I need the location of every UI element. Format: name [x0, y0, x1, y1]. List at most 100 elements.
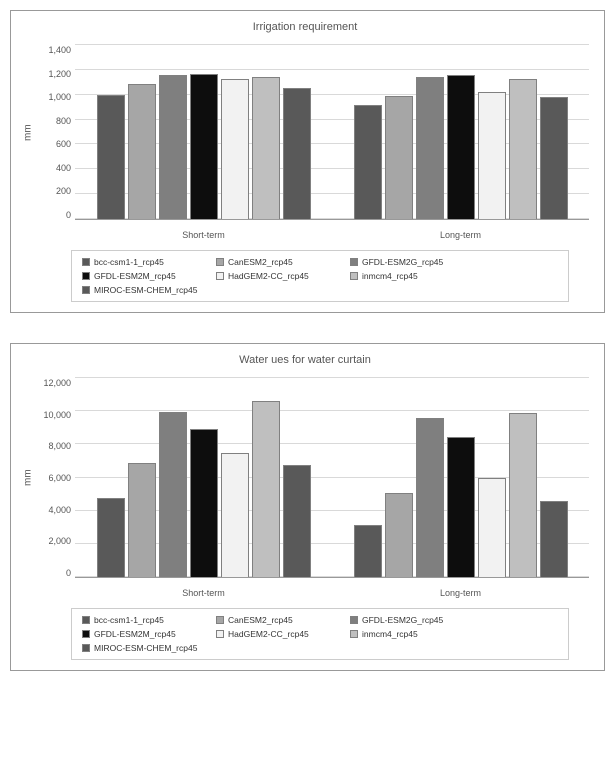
legend-swatch — [216, 616, 224, 624]
legend-item: GFDL-ESM2G_rcp45 — [350, 615, 468, 625]
legend-label: GFDL-ESM2M_rcp45 — [94, 629, 176, 639]
legend-item: bcc-csm1-1_rcp45 — [82, 257, 200, 267]
legend-label: inmcm4_rcp45 — [362, 271, 418, 281]
legend-label: HadGEM2-CC_rcp45 — [228, 271, 309, 281]
legend-swatch — [216, 258, 224, 266]
bar — [97, 95, 125, 219]
legend-label: bcc-csm1-1_rcp45 — [94, 615, 164, 625]
y-tick-label: 12,000 — [43, 378, 71, 388]
bar — [540, 501, 568, 577]
y-tick-label: 2,000 — [48, 536, 71, 546]
legend-swatch — [82, 644, 90, 652]
y-tick-label: 1,400 — [48, 45, 71, 55]
y-axis-label: mm — [21, 378, 35, 578]
chart-1: Water ues for water curtain mm 12,000 10,00… — [10, 343, 605, 671]
x-axis-label: Short-term — [75, 584, 332, 598]
bar — [128, 84, 156, 219]
bar — [190, 429, 218, 577]
bar — [190, 74, 218, 219]
y-tick-label: 10,000 — [43, 410, 71, 420]
legend: bcc-csm1-1_rcp45 CanESM2_rcp45 GFDL-ESM2G_… — [71, 608, 569, 660]
bar — [478, 92, 506, 219]
bar — [97, 498, 125, 577]
bar — [509, 79, 537, 219]
legend-swatch — [350, 616, 358, 624]
legend-label: GFDL-ESM2G_rcp45 — [362, 257, 443, 267]
legend-label: CanESM2_rcp45 — [228, 257, 293, 267]
bar — [447, 75, 475, 219]
bar — [509, 413, 537, 577]
bar — [385, 493, 413, 577]
bar-group — [75, 45, 332, 219]
y-tick-label: 800 — [56, 116, 71, 126]
bar — [283, 88, 311, 219]
bar — [252, 77, 280, 219]
y-axis-label: mm — [21, 45, 35, 220]
legend-label: MIROC-ESM-CHEM_rcp45 — [94, 643, 197, 653]
legend-swatch — [350, 630, 358, 638]
legend-swatch — [82, 286, 90, 294]
legend-item: bcc-csm1-1_rcp45 — [82, 615, 200, 625]
bar — [159, 75, 187, 219]
y-axis: 1,400 1,200 1,000 800 600 400 200 0 — [35, 45, 75, 220]
legend-swatch — [216, 630, 224, 638]
legend-swatch — [350, 272, 358, 280]
legend: bcc-csm1-1_rcp45 CanESM2_rcp45 GFDL-ESM2G_… — [71, 250, 569, 302]
legend-item: MIROC-ESM-CHEM_rcp45 — [82, 643, 200, 653]
y-tick-label: 0 — [66, 568, 71, 578]
y-tick-label: 1,200 — [48, 69, 71, 79]
bar — [478, 478, 506, 578]
y-tick-label: 8,000 — [48, 441, 71, 451]
legend-swatch — [82, 616, 90, 624]
y-tick-label: 4,000 — [48, 505, 71, 515]
legend-swatch — [82, 272, 90, 280]
legend-label: bcc-csm1-1_rcp45 — [94, 257, 164, 267]
bar-group — [332, 378, 589, 577]
y-tick-label: 0 — [66, 210, 71, 220]
plot-area — [75, 378, 589, 578]
bar — [385, 96, 413, 219]
bar — [283, 465, 311, 577]
chart-0: Irrigation requirement mm 1,400 1,200 1,000 8… — [10, 10, 605, 313]
bar — [221, 453, 249, 577]
bar — [252, 401, 280, 577]
legend-item: GFDL-ESM2G_rcp45 — [350, 257, 468, 267]
bar — [416, 418, 444, 577]
legend-label: inmcm4_rcp45 — [362, 629, 418, 639]
bar-group — [332, 45, 589, 219]
bar — [128, 463, 156, 577]
legend-swatch — [216, 272, 224, 280]
bar — [221, 79, 249, 219]
chart-title: Irrigation requirement — [21, 21, 589, 33]
chart-title: Water ues for water curtain — [21, 354, 589, 366]
legend-item: CanESM2_rcp45 — [216, 615, 334, 625]
bar — [354, 105, 382, 219]
y-tick-label: 600 — [56, 139, 71, 149]
legend-item: inmcm4_rcp45 — [350, 271, 468, 281]
legend-swatch — [350, 258, 358, 266]
bar-group — [75, 378, 332, 577]
y-tick-label: 200 — [56, 186, 71, 196]
x-axis-label: Short-term — [75, 226, 332, 240]
bar — [540, 97, 568, 219]
legend-label: CanESM2_rcp45 — [228, 615, 293, 625]
legend-label: MIROC-ESM-CHEM_rcp45 — [94, 285, 197, 295]
legend-label: GFDL-ESM2M_rcp45 — [94, 271, 176, 281]
legend-item: HadGEM2-CC_rcp45 — [216, 271, 334, 281]
legend-label: GFDL-ESM2G_rcp45 — [362, 615, 443, 625]
legend-item: MIROC-ESM-CHEM_rcp45 — [82, 285, 200, 295]
plot-area — [75, 45, 589, 220]
bar — [447, 437, 475, 577]
legend-swatch — [82, 630, 90, 638]
x-axis-label: Long-term — [332, 226, 589, 240]
y-axis: 12,000 10,000 8,000 6,000 4,000 2,000 0 — [35, 378, 75, 578]
y-tick-label: 400 — [56, 163, 71, 173]
legend-item: GFDL-ESM2M_rcp45 — [82, 271, 200, 281]
legend-label: HadGEM2-CC_rcp45 — [228, 629, 309, 639]
bar — [159, 412, 187, 577]
legend-item: GFDL-ESM2M_rcp45 — [82, 629, 200, 639]
y-tick-label: 6,000 — [48, 473, 71, 483]
bar — [416, 77, 444, 219]
legend-item: HadGEM2-CC_rcp45 — [216, 629, 334, 639]
y-tick-label: 1,000 — [48, 92, 71, 102]
